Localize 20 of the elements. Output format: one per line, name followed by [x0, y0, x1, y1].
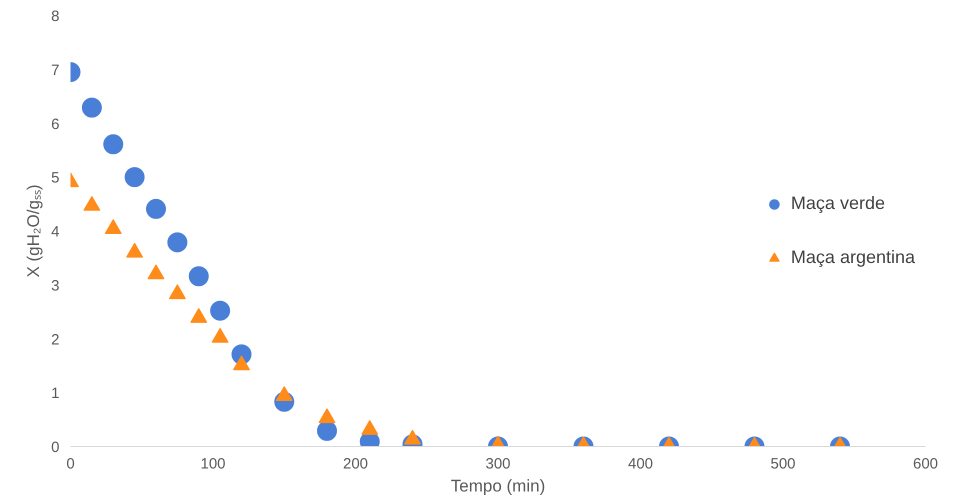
- x-tick-label: 400: [628, 456, 654, 472]
- y-tick-label: 3: [51, 277, 60, 294]
- x-tick-label: 300: [485, 456, 511, 472]
- x-tick-label: 200: [342, 456, 368, 472]
- y-tick-label: 1: [51, 385, 60, 402]
- legend-label: Maça verde: [790, 193, 885, 214]
- y-tick-label: 7: [51, 62, 60, 79]
- x-tick-label: 600: [912, 456, 938, 472]
- y-tick-label: 2: [51, 331, 60, 348]
- y-axis-title: X (gH₂O/gₛₛ): [24, 184, 44, 278]
- x-tick-label: 0: [66, 456, 75, 472]
- legend-label: Maça argentina: [790, 247, 915, 268]
- y-tick-label: 6: [51, 116, 60, 133]
- y-tick-label: 0: [51, 439, 60, 456]
- y-tick-label: 4: [51, 224, 60, 240]
- y-tick-label: 8: [51, 8, 60, 25]
- y-tick-label: 5: [51, 170, 60, 187]
- x-tick-label: 500: [770, 456, 796, 472]
- x-tick-label: 100: [200, 456, 226, 472]
- x-axis-title: Tempo (min): [450, 476, 546, 496]
